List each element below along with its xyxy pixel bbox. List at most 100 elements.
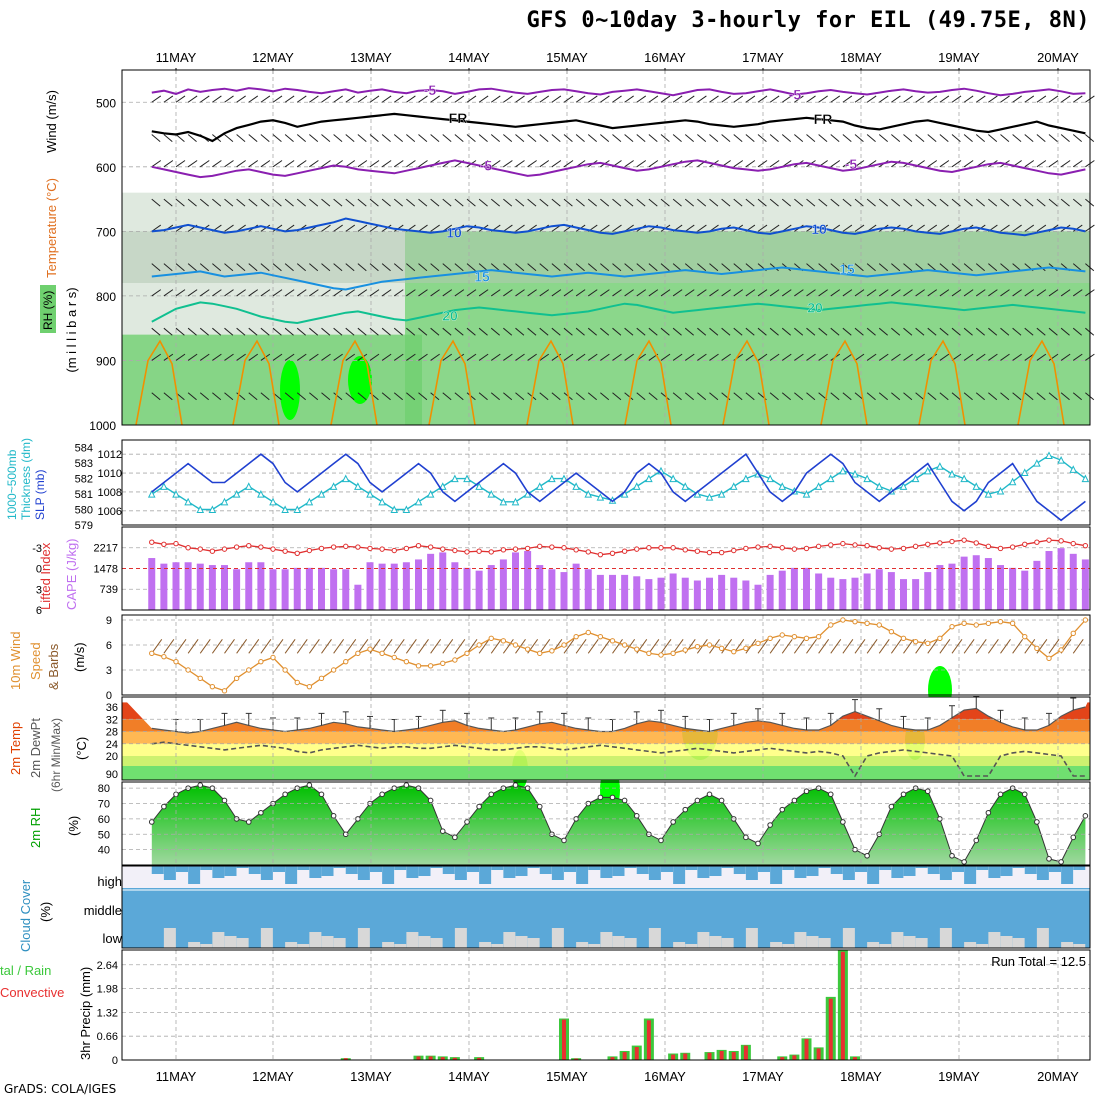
wind-barb <box>284 327 294 336</box>
series-thickness <box>151 454 1086 511</box>
wind-barb <box>381 198 391 207</box>
cloud-low-bar <box>891 932 904 948</box>
wind-barb <box>296 95 307 103</box>
li-point <box>1082 542 1089 549</box>
date-label-top: 19MAY <box>938 50 980 65</box>
cloud-high-bar <box>830 866 843 874</box>
wind-barb <box>1048 353 1059 361</box>
wind-barb <box>296 160 307 168</box>
isotherm-line <box>151 266 1086 291</box>
wind-barb <box>1012 392 1022 401</box>
wind-barb <box>915 134 925 142</box>
wind-barb <box>624 263 634 272</box>
wind-point <box>440 660 446 667</box>
wind-point <box>803 635 810 642</box>
cape-bar <box>681 577 689 610</box>
wind-barb <box>648 263 658 272</box>
wind-barb <box>369 198 379 207</box>
wind-barb <box>539 289 550 297</box>
stability-frame <box>121 526 1091 611</box>
wind-barb <box>309 198 319 207</box>
wind-barb <box>575 95 586 103</box>
wind10-barb <box>478 639 490 654</box>
wind-barb <box>1024 160 1035 168</box>
isotherm-label: FR <box>814 111 833 127</box>
wind-barb <box>878 353 889 361</box>
cloud-low-bar <box>806 936 819 948</box>
wind-barb <box>527 263 537 272</box>
wind-barb <box>624 353 634 361</box>
wind-barb <box>891 263 901 272</box>
wind-barb <box>503 95 513 103</box>
wind-barb <box>951 392 961 401</box>
wind-barb <box>891 327 901 336</box>
cape-bar <box>536 565 544 610</box>
precip-convective-bar <box>428 1056 433 1060</box>
wind-barb <box>490 134 500 142</box>
wind-barb <box>393 392 403 401</box>
wind10-barb <box>781 639 793 654</box>
wind-barb <box>915 289 925 297</box>
wind-point <box>937 635 943 642</box>
wind-barb <box>454 327 464 336</box>
cloud-low-bar <box>612 936 625 948</box>
wind-barb <box>503 224 513 232</box>
temp-frame <box>121 696 1091 781</box>
cloud-low-bar <box>1012 938 1025 948</box>
wind-barb <box>309 353 319 361</box>
wind-barb <box>709 289 719 297</box>
wind-barb <box>1036 198 1046 207</box>
wind-barb <box>490 289 501 297</box>
wind-barb <box>151 392 161 401</box>
wind-barb <box>503 327 513 336</box>
wind-barb <box>369 289 380 297</box>
wind-barb <box>515 263 525 272</box>
wind-barb <box>709 263 719 272</box>
wind-barb <box>345 289 356 297</box>
wind-barb <box>781 289 792 297</box>
wind10-barb <box>211 639 223 654</box>
rh2m-point <box>306 782 313 788</box>
wind-barb <box>381 327 391 336</box>
wind10-barb <box>296 639 308 654</box>
wind-barb <box>818 198 828 207</box>
cloud-low-bar <box>685 944 698 948</box>
wind-barb <box>1024 134 1034 142</box>
wind-barb <box>466 327 476 336</box>
wind-barb <box>248 198 258 207</box>
thickness-point <box>257 489 265 498</box>
thickness-point <box>269 497 277 506</box>
li-point <box>682 547 688 553</box>
cloud-high-bar <box>503 866 516 878</box>
wind-barb <box>1048 198 1058 207</box>
slp-tick: 1012 <box>98 449 122 461</box>
precip-convective-bar <box>343 1058 348 1060</box>
wind10-barb <box>599 639 611 654</box>
cloud-low-bar <box>721 938 734 948</box>
wind-barb <box>563 289 574 297</box>
wind-barb <box>1060 392 1070 401</box>
wind-point <box>476 642 482 648</box>
isotherm-label: 15 <box>839 261 855 277</box>
precip-convective-bar <box>671 1054 676 1060</box>
wind-barb <box>660 353 671 361</box>
wind-barb <box>1060 160 1071 168</box>
wind-barb <box>866 327 876 336</box>
wind-barb <box>963 198 973 207</box>
cloud-high-bar <box>636 866 649 874</box>
wind-barb <box>648 160 659 168</box>
thickness-point <box>1045 451 1053 459</box>
wind10-barb <box>866 639 878 654</box>
li-point <box>440 546 446 552</box>
wind-barb <box>187 289 198 297</box>
cloud-high-bar <box>685 866 698 870</box>
li-point <box>1046 537 1052 543</box>
wind-barb <box>236 289 246 297</box>
wind-barb <box>430 224 440 232</box>
wind-barb <box>891 289 901 297</box>
wind-barb <box>551 160 562 168</box>
wind-point <box>1082 617 1089 623</box>
wind-barb <box>769 392 779 401</box>
cloud-high-bar <box>891 866 904 878</box>
cloud-low-bar <box>964 942 977 948</box>
